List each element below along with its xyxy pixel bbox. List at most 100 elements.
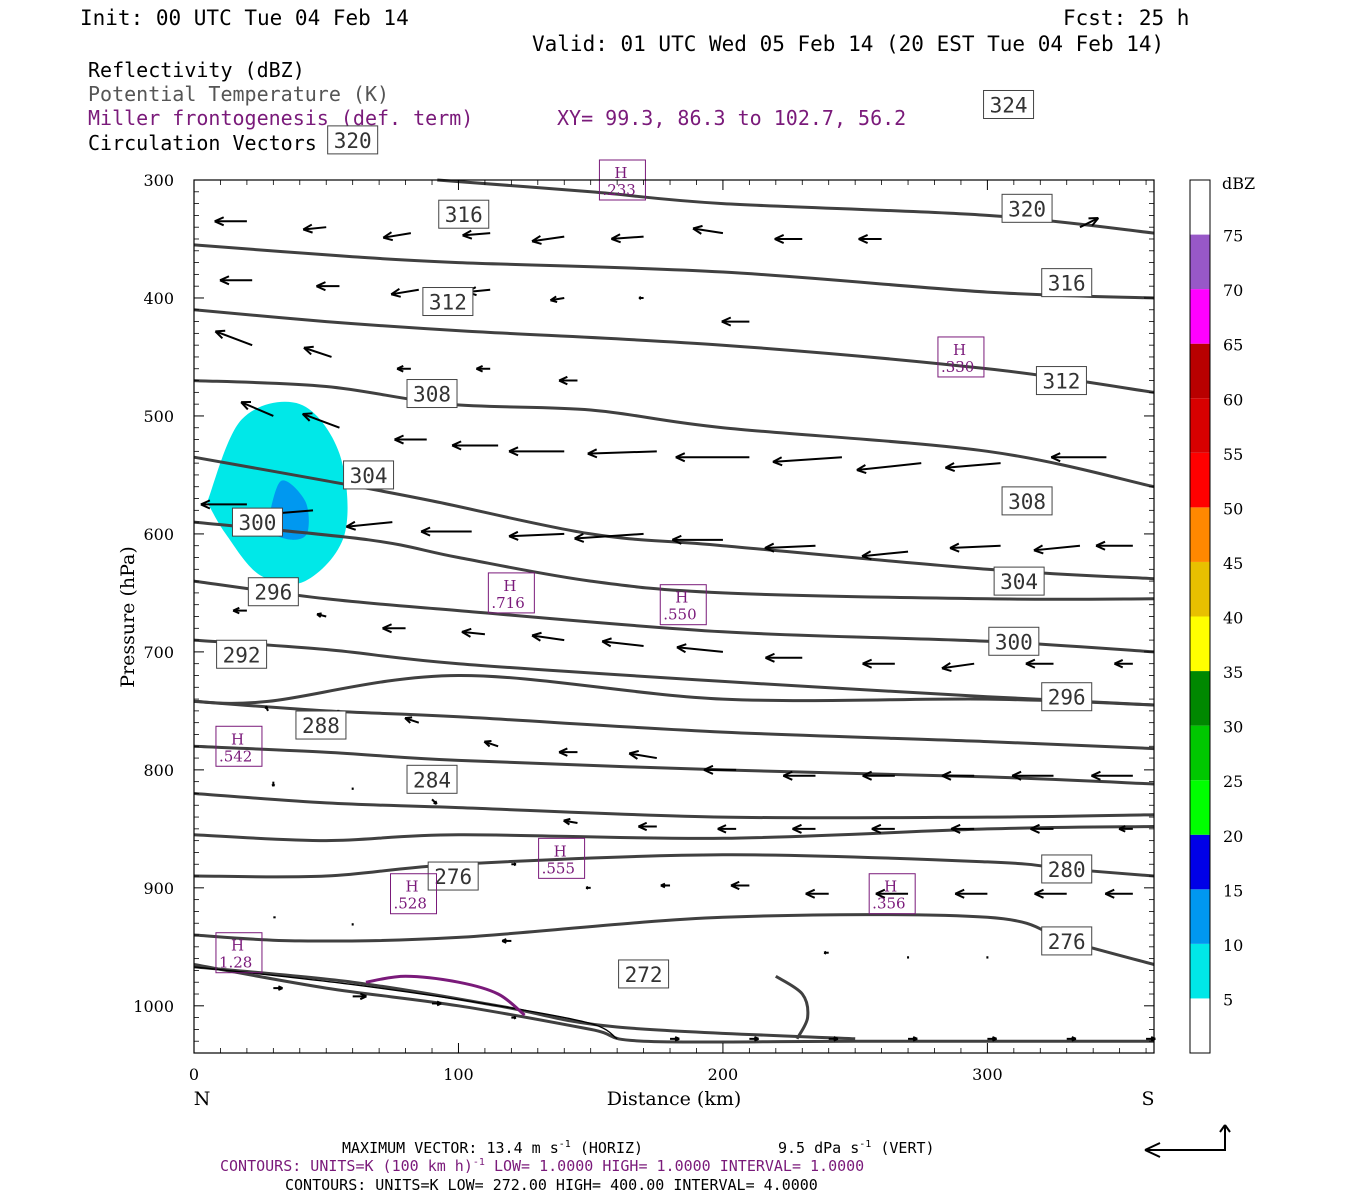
vector-head: [531, 631, 542, 642]
vector-head: [232, 606, 240, 615]
circulation-vector: [871, 823, 895, 834]
circulation-vector: [558, 375, 578, 386]
colorbar-title: dBZ: [1222, 174, 1255, 193]
vector-shaft: [509, 532, 565, 538]
maximum-symbol: H: [554, 842, 567, 860]
vector-head: [531, 235, 542, 245]
circulation-vector: [774, 234, 803, 244]
vector-head: [660, 882, 666, 889]
colorbar-swatch: [1190, 671, 1210, 726]
circulation-vector: [675, 452, 750, 463]
axes: 300 400 500 600 700 800 900 1000 0 100 200 300: [133, 171, 1154, 1084]
circulation-vector: [703, 764, 737, 775]
colorbar-level-label: 45: [1223, 554, 1243, 573]
vector-head: [772, 456, 783, 467]
vector-head: [585, 885, 589, 890]
x-axis-label: Distance (km): [607, 1088, 742, 1110]
theta-contour-label: 320: [327, 125, 379, 155]
circulation-vector: [396, 365, 411, 373]
colorbar-level-label: 10: [1223, 936, 1243, 955]
maximum-symbol: H: [953, 341, 966, 359]
y-tick-label: 600: [143, 525, 174, 544]
vector-shaft: [949, 544, 1001, 550]
theta-label-text: 324: [990, 93, 1028, 117]
colorbar-level-label: 35: [1223, 663, 1243, 682]
theta-label-text: 320: [1008, 197, 1046, 221]
vector-shaft: [772, 456, 843, 463]
circulation-vector: [264, 705, 269, 712]
frontogenesis-maximum: H1.28: [215, 932, 263, 974]
circulation-vector: [660, 882, 671, 889]
frontogenesis-maximum: H.528: [390, 873, 438, 915]
vector-head: [394, 434, 404, 445]
colorbar-swatch: [1190, 780, 1210, 835]
theta-contour-line: [193, 744, 1155, 786]
circulation-vector: [805, 888, 829, 899]
circulation-vector: [501, 938, 512, 944]
y-axis-label: Pressure (hPa): [117, 546, 139, 688]
frontogenesis-maximum: H.233: [598, 159, 646, 201]
circulation-vector: [1033, 544, 1081, 555]
frontogenesis-contour-info: CONTOURS: UNITS=K (100 km h)-1 LOW= 1.00…: [220, 1157, 864, 1175]
vector-shaft: [941, 662, 975, 670]
vector-head: [200, 499, 211, 510]
circulation-vector: [511, 862, 517, 867]
theta-contour-label: 300: [988, 626, 1040, 656]
theta-contour-line: [193, 379, 1155, 489]
circulation-vector: [200, 499, 247, 510]
circulation-vector: [858, 234, 882, 244]
vector-head: [563, 817, 571, 826]
theta-label-text: 280: [1048, 858, 1086, 882]
vector-head: [390, 288, 401, 298]
circulation-vector: [823, 950, 829, 955]
maximum-box: [937, 336, 985, 378]
theta-label-text: 316: [1048, 272, 1086, 296]
y-tick-label: 700: [143, 643, 174, 662]
vector-head: [558, 375, 568, 386]
vector-head: [1091, 770, 1101, 781]
circulation-vector: [531, 235, 565, 245]
circulation-vector: [862, 658, 895, 669]
vector-head: [513, 862, 517, 867]
vector-head: [862, 770, 873, 781]
colorbar-level-label: 40: [1223, 609, 1243, 628]
maximum-value: .716: [491, 594, 524, 612]
theta-contour-line: [193, 913, 1155, 966]
vector-head: [764, 542, 775, 553]
vector-head: [436, 1000, 442, 1007]
circulation-vector: [511, 1015, 517, 1020]
y-tick-label: 300: [143, 171, 174, 190]
circulation-vector: [1050, 452, 1107, 463]
circulation-vector: [302, 223, 327, 234]
vector-shaft: [602, 640, 644, 647]
theta-label-text: 296: [254, 581, 292, 605]
vector-head: [277, 985, 283, 991]
colorbar-level-label: 65: [1223, 336, 1243, 355]
vector-head: [420, 526, 431, 537]
vector-shaft: [383, 232, 412, 239]
maximum-symbol: H: [503, 577, 516, 595]
vector-shaft: [1033, 544, 1081, 552]
circulation-vector: [676, 643, 724, 654]
vector-head: [805, 888, 816, 899]
vector-shaft: [861, 550, 909, 558]
circulation-vector: [862, 770, 895, 781]
vector-head: [1011, 770, 1022, 781]
circulation-vector: [782, 770, 816, 781]
maximum-value: .550: [663, 606, 696, 624]
theta-contour-label: 296: [1041, 682, 1093, 712]
vector-head: [1050, 452, 1061, 463]
theta-label-box: [422, 287, 474, 317]
circulation-vector: [549, 295, 565, 303]
maximum-box: [390, 873, 438, 915]
circulation-vector: [601, 637, 644, 648]
vector-head: [302, 223, 313, 234]
maximum-value: .542: [219, 747, 252, 765]
circulation-vector: [394, 434, 427, 445]
theta-label-box: [295, 710, 347, 740]
vector-head: [461, 627, 472, 638]
vector-head: [1033, 544, 1044, 555]
circulation-vector: [432, 1000, 442, 1007]
circulation-vector: [908, 1036, 918, 1042]
circulation-vector: [1066, 1036, 1077, 1042]
